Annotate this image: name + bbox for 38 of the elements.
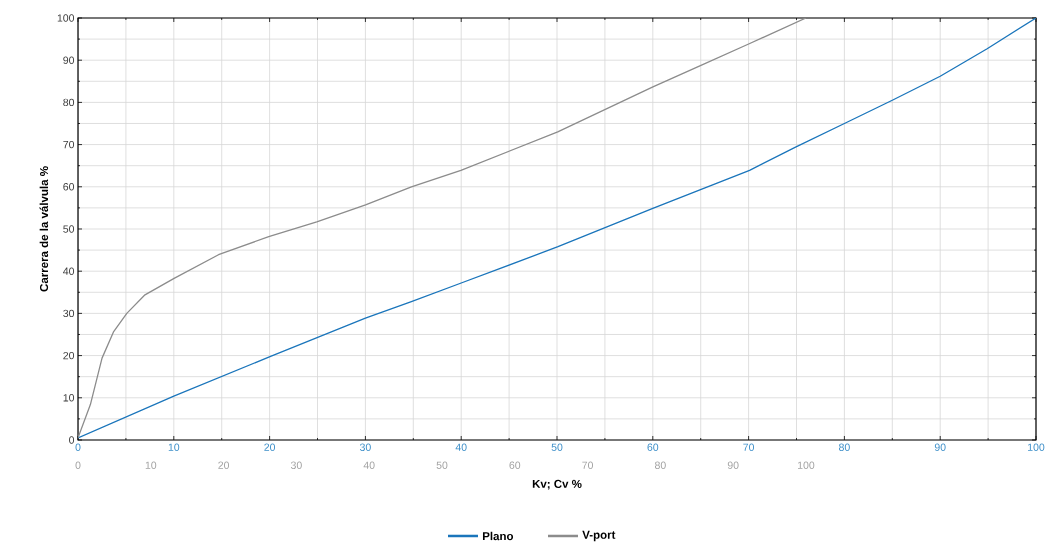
x2-tick-label: 80 (654, 461, 666, 469)
y-tick-label: 90 (63, 56, 75, 64)
x2-tick-label: 70 (582, 461, 594, 469)
y-tick-label: 10 (63, 394, 75, 402)
x-tick-label: 70 (743, 443, 755, 451)
x-axis-title: Kv; Cv % (532, 479, 582, 490)
x2-tick-label: 30 (290, 461, 302, 469)
y-tick-label: 20 (63, 351, 75, 360)
x2-tick-label: 0 (75, 461, 81, 469)
legend-label: V-port (582, 530, 616, 542)
x2-tick-label: 60 (509, 461, 521, 469)
legend-label: Plano (482, 531, 514, 541)
y-axis-title: Carrera de la válvula % (39, 166, 49, 292)
x2-tick-label: 40 (363, 461, 375, 469)
y-tick-label: 0 (69, 436, 75, 444)
x-tick-label: 40 (455, 443, 467, 451)
x-tick-label: 30 (359, 443, 371, 451)
x-tick-label: 100 (1028, 443, 1045, 451)
x2-tick-label: 100 (798, 461, 815, 469)
y-tick-label: 30 (63, 309, 75, 318)
x-tick-label: 10 (168, 443, 180, 451)
x-tick-label: 0 (75, 443, 81, 451)
x-tick-label: 90 (934, 443, 946, 451)
x-tick-label: 60 (647, 443, 659, 451)
x2-tick-label: 50 (436, 461, 448, 469)
x-tick-label: 20 (264, 443, 276, 451)
x2-tick-label: 20 (218, 461, 230, 469)
x2-tick-label: 90 (727, 461, 739, 469)
x-tick-label: 50 (551, 443, 563, 451)
x2-tick-label: 10 (145, 461, 157, 469)
y-tick-label: 100 (57, 14, 75, 22)
y-tick-label: 70 (63, 140, 75, 149)
x-tick-label: 80 (839, 443, 850, 451)
y-tick-label: 80 (63, 98, 75, 107)
y-tick-label: 60 (63, 183, 75, 191)
line-series (78, 17, 1036, 439)
y-tick-label: 40 (63, 267, 75, 275)
y-tick-label: 50 (63, 225, 75, 233)
